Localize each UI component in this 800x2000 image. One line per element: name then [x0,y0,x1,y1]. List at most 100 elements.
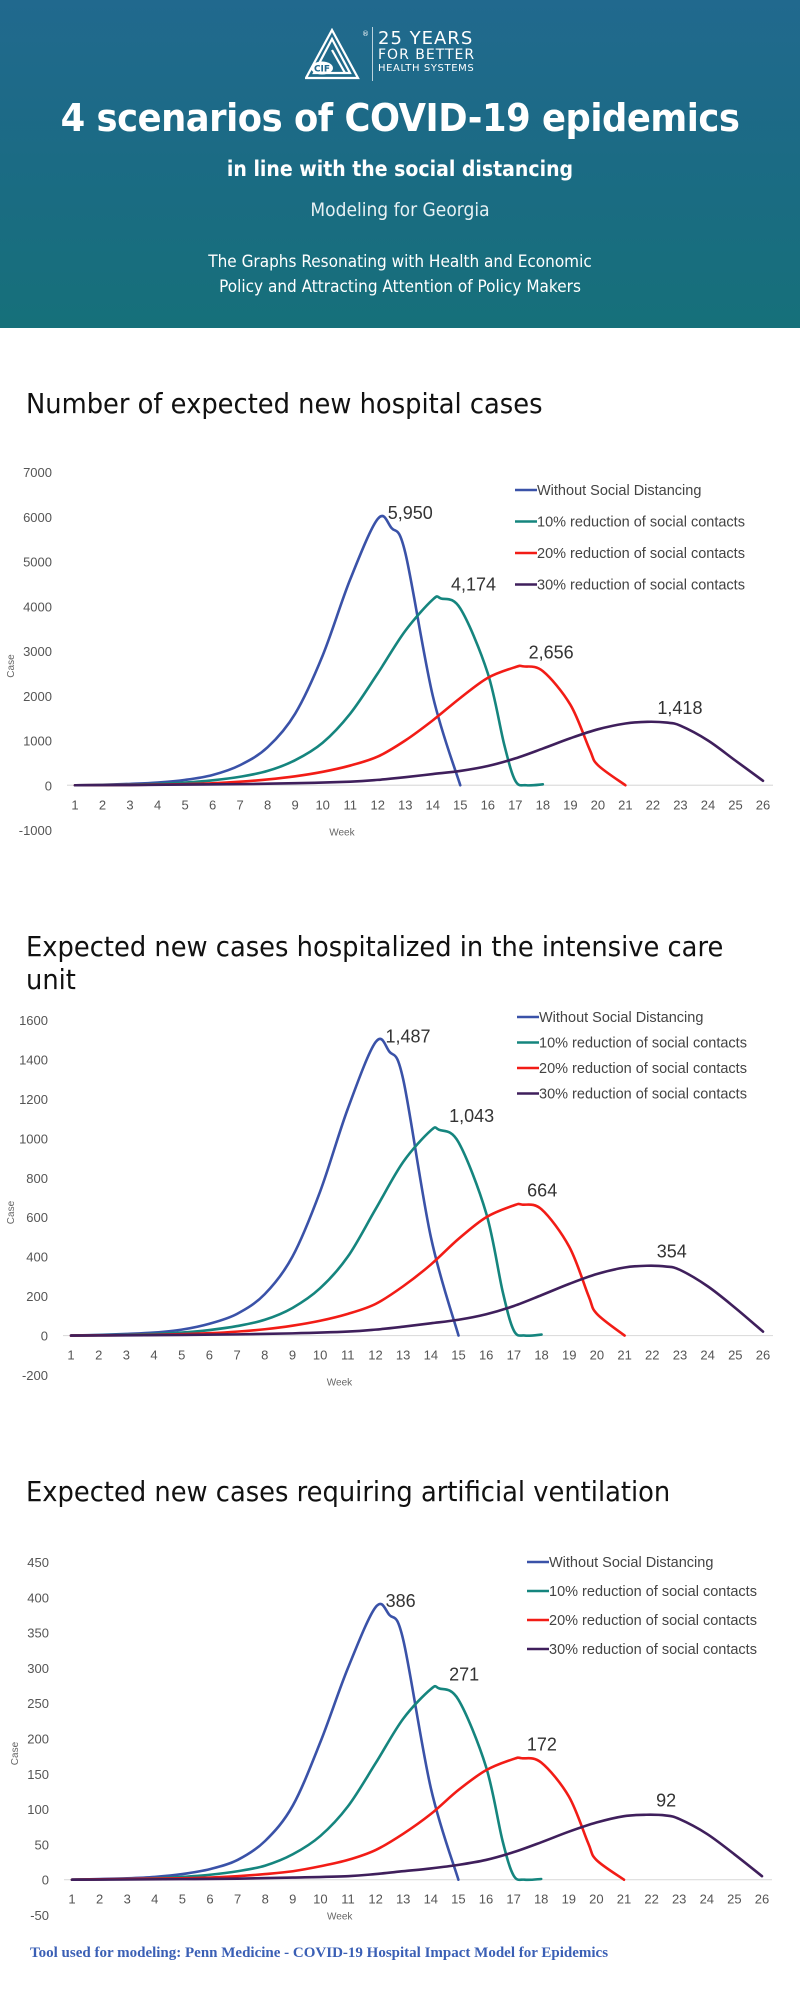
x-tick-label: 26 [756,1348,770,1363]
modeling-region: Modeling for Georgia [310,199,490,221]
x-tick-label: 18 [534,1348,548,1363]
y-tick-label: 7000 [23,465,52,480]
y-tick-label: 250 [27,1696,49,1711]
y-tick-label: 200 [27,1732,49,1747]
page-title: 4 scenarios of COVID-19 epidemics [60,96,740,140]
y-tick-label: 300 [27,1661,49,1676]
chart-2-title: Expected new cases hospitalized in the i… [26,930,724,996]
peak-data-label: 5,950 [388,503,433,523]
y-tick-label: 100 [27,1802,49,1817]
y-tick-label: 1200 [19,1092,48,1107]
peak-data-label: 1,418 [657,698,702,718]
x-tick-label: 10 [315,797,329,812]
page-description: The Graphs Resonating with Health and Ec… [40,250,760,300]
x-tick-label: 7 [233,1348,240,1363]
series-line-2 [69,1202,626,1337]
x-tick-label: 1 [68,1892,75,1907]
y-tick-label: 600 [26,1210,48,1225]
y-tick-label: 3000 [23,644,52,659]
peak-data-label: 354 [657,1242,687,1262]
logo-mark-text: CIF [314,65,330,75]
chart-icu-cases: 1600 1400 1200 1000 800 600 400 200 0 -200 1 2 3 4 5 6 7… [0,1000,800,1420]
x-tick-label: 21 [617,1892,631,1907]
x-tick-label: 18 [534,1892,548,1907]
x-tick-label: 18 [536,797,550,812]
x-tick-label: 25 [727,1892,741,1907]
x-tick-label: 20 [589,1892,603,1907]
x-axis-title: Week [327,1378,353,1389]
x-tick-label: 13 [396,1348,410,1363]
y-tick-label: 1000 [23,734,52,749]
x-tick-label: 2 [96,1892,103,1907]
legend-label: 20% reduction of social contacts [537,546,745,562]
x-tick-label: 16 [481,797,495,812]
x-tick-label: 17 [508,797,522,812]
x-tick-label: 10 [313,1892,327,1907]
x-tick-label: 10 [313,1348,327,1363]
x-tick-label: 5 [179,1892,186,1907]
x-tick-label: 9 [289,1892,296,1907]
x-tick-label: 4 [154,797,161,812]
x-tick-label: 20 [590,1348,604,1363]
y-tick-label: 400 [26,1250,48,1265]
x-tick-label: 1 [71,797,78,812]
legend-label: 30% reduction of social contacts [539,1087,747,1103]
x-tick-label: 12 [368,1892,382,1907]
x-tick-label: 26 [755,1892,769,1907]
x-tick-label: 1 [67,1348,74,1363]
y-tick-label: 4000 [23,599,52,614]
page-subtitle: in line with the social distancing [226,157,574,181]
x-tick-label: 8 [264,797,271,812]
header-banner: CIF ® 25 YEARS FOR BETTER HEALTH SYSTEMS… [0,0,800,328]
description-line-2: Policy and Attracting Attention of Polic… [219,277,581,297]
peak-data-label: 172 [527,1734,557,1754]
y-tick-label: 450 [27,1555,49,1570]
x-tick-label: 11 [343,797,357,812]
x-tick-label: 8 [262,1892,269,1907]
registered-mark: ® [362,30,369,38]
x-tick-label: 7 [237,797,244,812]
x-tick-label: 24 [701,797,715,812]
x-tick-label: 26 [756,797,770,812]
y-axis-title: Case [6,1200,17,1224]
x-tick-label: 5 [181,797,188,812]
y-tick-label: 5000 [23,555,52,570]
legend-label: Without Social Distancing [539,1010,703,1026]
x-tick-label: 16 [479,1892,493,1907]
legend-label: 10% reduction of social contacts [539,1036,747,1052]
series-line-0 [70,1602,460,1881]
y-tick-label: 1000 [19,1131,48,1146]
x-tick-label: 23 [673,797,687,812]
y-tick-label: 200 [26,1289,48,1304]
legend-label: 20% reduction of social contacts [549,1613,757,1629]
footer-source-note: Tool used for modeling: Penn Medicine - … [30,1945,609,1961]
y-tick-label: 2000 [23,689,52,704]
legend-label: 30% reduction of social contacts [537,578,745,594]
x-tick-label: 19 [562,1348,576,1363]
x-tick-label: 2 [95,1348,102,1363]
x-tick-label: 21 [618,797,632,812]
y-tick-label: -200 [22,1368,48,1383]
x-tick-label: 3 [126,797,133,812]
legend-label: 30% reduction of social contacts [549,1642,757,1658]
x-tick-label: 25 [728,797,742,812]
y-axis-title: Case [6,654,17,678]
description-line-1: The Graphs Resonating with Health and Ec… [208,252,592,272]
x-tick-label: 22 [646,797,660,812]
x-tick-label: 21 [617,1348,631,1363]
x-tick-label: 13 [398,797,412,812]
series-line-1 [69,1126,543,1338]
x-tick-label: 22 [644,1892,658,1907]
series-line-1 [73,595,545,787]
x-tick-label: 4 [150,1348,157,1363]
x-tick-label: 15 [451,1348,465,1363]
series-line-0 [73,514,462,787]
series-line-2 [73,664,627,787]
x-tick-label: 25 [728,1348,742,1363]
cif-logo-icon: CIF ® [305,28,369,80]
x-tick-label: 9 [289,1348,296,1363]
y-tick-label: 800 [26,1171,48,1186]
x-tick-label: 16 [479,1348,493,1363]
x-tick-label: 23 [672,1892,686,1907]
x-tick-label: 8 [261,1348,268,1363]
